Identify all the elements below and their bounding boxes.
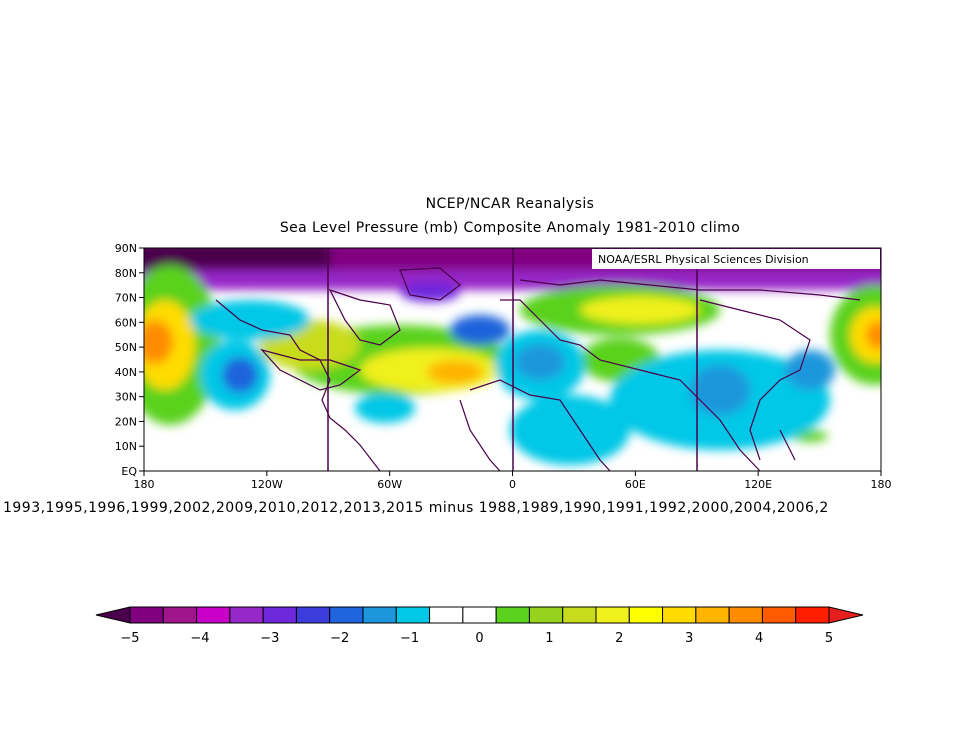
colorbar-swatch xyxy=(795,606,830,624)
colorbar-swatch xyxy=(229,606,264,624)
colorbar-swatch xyxy=(295,606,331,624)
lat-tick-label: 40N xyxy=(115,366,137,379)
colorbar-swatch xyxy=(362,606,397,624)
lat-tick-label: 80N xyxy=(115,267,137,280)
colorbar-swatch xyxy=(129,606,164,624)
colorbar-label: 0 xyxy=(475,631,483,646)
lat-tick-label: 10N xyxy=(115,440,137,453)
lat-tick-label: EQ xyxy=(121,465,137,478)
colorbar-swatch xyxy=(528,606,564,624)
lat-axis: EQ 10N 20N 30N 40N 50N 60N 70N 80N 90N xyxy=(115,242,144,478)
title-line-2: Sea Level Pressure (mb) Composite Anomal… xyxy=(279,220,741,236)
colorbar-swatch xyxy=(262,606,297,624)
lat-tick-label: 70N xyxy=(115,292,137,305)
colorbar-swatch xyxy=(562,606,597,624)
colorbar-swatch xyxy=(662,606,697,624)
lat-tick-label: 30N xyxy=(115,391,137,404)
lon-tick-label: 180 xyxy=(871,478,892,491)
colorbar-label: 5 xyxy=(825,631,833,646)
lon-axis: 180 120W 60W 0 60E 120E 180 xyxy=(134,471,892,491)
colorbar-swatch xyxy=(429,606,464,624)
colorbar-label: −3 xyxy=(260,631,279,646)
colorbar-label: 1 xyxy=(545,631,553,646)
credit-text: NOAA/ESRL Physical Sciences Division xyxy=(598,253,809,266)
title-line-1: NCEP/NCAR Reanalysis xyxy=(425,196,595,212)
colorbar: −5 −4 −3 −2 −1 0 1 2 3 4 5 xyxy=(95,606,864,646)
lat-tick-label: 60N xyxy=(115,316,137,329)
credit-box xyxy=(592,249,880,269)
anomaly-field xyxy=(144,248,881,471)
lon-tick-label: 120W xyxy=(251,478,283,491)
lon-tick-label: 180 xyxy=(134,478,155,491)
colorbar-swatch xyxy=(595,606,630,624)
colorbar-label: −4 xyxy=(190,631,209,646)
colorbar-high-arrow xyxy=(828,606,864,624)
colorbar-swatch xyxy=(695,606,730,624)
colorbar-swatch xyxy=(495,606,530,624)
colorbar-label: −1 xyxy=(400,631,419,646)
composite-years-subtitle: ov : 1993,1995,1996,1999,2002,2009,2010,… xyxy=(0,500,829,516)
lon-tick-label: 60W xyxy=(377,478,402,491)
colorbar-swatch xyxy=(728,606,763,624)
colorbar-swatch xyxy=(329,606,364,624)
lon-tick-label: 60E xyxy=(625,478,646,491)
lat-tick-label: 20N xyxy=(115,415,137,428)
lat-tick-label: 50N xyxy=(115,341,137,354)
colorbar-swatch xyxy=(462,606,497,624)
colorbar-label: −5 xyxy=(120,631,139,646)
lon-tick-label: 0 xyxy=(509,478,516,491)
lat-tick-label: 90N xyxy=(115,242,137,255)
colorbar-swatch xyxy=(628,606,664,624)
colorbar-swatch xyxy=(395,606,431,624)
lon-tick-label: 120E xyxy=(744,478,772,491)
colorbar-label: 3 xyxy=(685,631,693,646)
colorbar-swatch xyxy=(162,606,198,624)
colorbar-label: 2 xyxy=(615,631,623,646)
colorbar-swatch xyxy=(761,606,797,624)
colorbar-low-arrow xyxy=(95,606,131,624)
colorbar-label: −2 xyxy=(330,631,349,646)
colorbar-swatch xyxy=(196,606,231,624)
coastlines xyxy=(215,267,861,471)
colorbar-label: 4 xyxy=(755,631,763,646)
